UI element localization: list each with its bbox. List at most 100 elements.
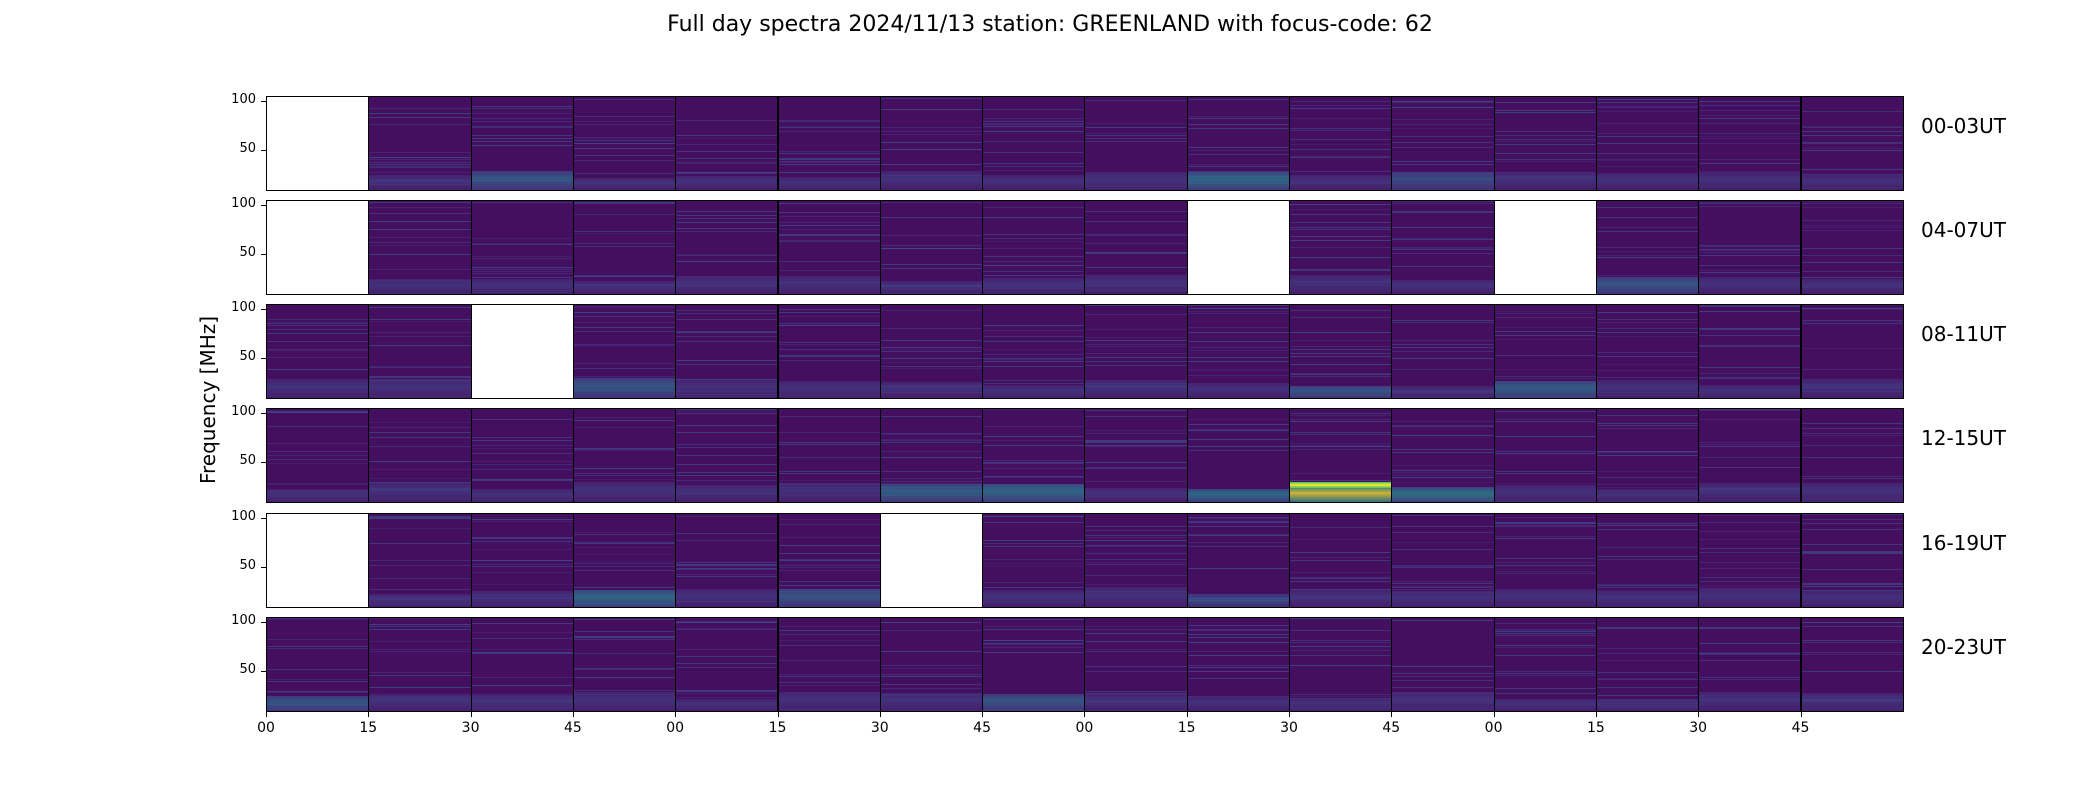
spectrum-streak: [676, 162, 778, 163]
row-time-label: 20-23UT: [1921, 635, 2006, 659]
spectrum-streak: [1187, 171, 1289, 172]
spectrum-streak: [778, 159, 880, 160]
spectrum-streak: [1801, 131, 1903, 132]
spectrum-streak: [267, 322, 369, 323]
spectrum-streak: [267, 350, 369, 351]
spectrum-streak: [369, 157, 471, 158]
spectrum-streak: [1596, 525, 1699, 526]
spectrum-streak: [778, 158, 880, 159]
spectrum-streak: [1290, 480, 1392, 481]
low-band-activity: [1085, 487, 1187, 502]
spectrum-streak: [880, 131, 983, 132]
spectrum-panel: [1698, 513, 1802, 608]
spectrum-streak: [1699, 654, 1801, 655]
spectrum-streak: [1290, 349, 1392, 350]
spectrum-streak: [1085, 535, 1187, 536]
spectrum-streak: [983, 238, 1085, 239]
spectrum-streak: [1494, 671, 1596, 672]
spectrum-panel: [1595, 200, 1700, 295]
spectrum-streak: [778, 565, 880, 566]
low-band-activity: [983, 278, 1085, 294]
spectrum-panel: [982, 200, 1086, 295]
spectrum-streak: [676, 472, 778, 473]
spectrum-streak: [1596, 660, 1699, 661]
spectrum-streak: [778, 316, 880, 317]
spectrum-streak: [1699, 171, 1801, 172]
spectrum-streak: [1801, 553, 1903, 554]
spectrum-streak: [676, 464, 778, 465]
spectrum-streak: [676, 228, 778, 229]
spectrum-streak: [778, 216, 880, 217]
spectrum-streak: [778, 645, 880, 646]
spectrum-streak: [1392, 566, 1494, 567]
spectrum-streak: [1596, 319, 1699, 320]
spectrum-streak: [1699, 311, 1801, 312]
spectrum-panel: [675, 408, 779, 503]
spectrum-streak: [1392, 425, 1494, 426]
spectrum-streak: [1494, 335, 1596, 336]
spectrum-streak: [369, 242, 471, 243]
spectrum-streak: [778, 432, 880, 433]
spectrum-streak: [369, 117, 471, 118]
spectrum-streak: [1494, 436, 1596, 437]
spectrum-panel: [982, 304, 1086, 399]
spectrum-streak: [1494, 693, 1596, 694]
y-tick-label: 50: [239, 661, 256, 677]
low-band-activity: [1494, 589, 1596, 607]
spectrum-streak: [676, 569, 778, 570]
spectrum-panel: [1595, 96, 1700, 191]
spectrum-streak: [471, 271, 573, 272]
spectrum-streak: [1392, 136, 1494, 137]
spectrum-streak: [573, 677, 676, 678]
spectrum-panel: [470, 96, 574, 191]
spectrum-streak: [1596, 328, 1699, 329]
spectrum-streak: [676, 215, 778, 216]
spectrum-streak: [1494, 655, 1596, 656]
spectrum-streak: [1494, 355, 1596, 356]
spectrum-streak: [1290, 432, 1392, 433]
low-band-activity: [1801, 692, 1903, 711]
spectrum-streak: [1085, 545, 1187, 546]
spectrum-streak: [676, 255, 778, 256]
spectrum-panel: [777, 513, 881, 608]
spectrum-streak: [1699, 270, 1801, 271]
low-band-activity: [778, 692, 880, 711]
spectrum-streak: [1392, 211, 1494, 212]
spectrum-streak: [1392, 107, 1494, 108]
spectrum-streak: [1290, 269, 1392, 270]
spectrum-streak: [1392, 351, 1494, 352]
spectrum-streak: [1801, 169, 1903, 170]
spectrum-panel: [1084, 96, 1188, 191]
spectrum-streak: [778, 229, 880, 230]
spectrum-streak: [676, 120, 778, 121]
spectrum-streak: [573, 344, 676, 345]
spectrum-streak: [1699, 378, 1801, 379]
spectrum-streak: [1290, 642, 1392, 643]
spectrum-streak: [1187, 667, 1289, 668]
low-band-activity: [983, 589, 1085, 607]
spectrum-streak: [1085, 340, 1187, 341]
spectrum-streak: [778, 164, 880, 165]
spectrum-streak: [778, 153, 880, 154]
low-band-activity: [1187, 172, 1289, 190]
y-tick-mark: [261, 204, 266, 206]
spectrum-streak: [1085, 235, 1187, 236]
spectrum-streak: [1290, 665, 1392, 666]
spectrum-streak: [778, 640, 880, 641]
spectrum-streak: [880, 351, 983, 352]
spectrum-streak: [1494, 562, 1596, 563]
spectrum-streak: [778, 222, 880, 223]
spectrum-streak: [676, 231, 778, 232]
spectrum-streak: [1597, 607, 1698, 608]
spectrum-streak: [778, 676, 880, 677]
spectrum-streak: [1494, 411, 1596, 412]
low-band-activity: [1290, 697, 1392, 711]
spectrum-streak: [471, 437, 573, 438]
spectrum-streak: [1392, 470, 1494, 471]
spectrum-streak: [1085, 641, 1187, 642]
spectrum-streak: [1494, 159, 1596, 160]
spectrum-streak: [1392, 124, 1494, 125]
spectrum-streak: [1392, 666, 1494, 667]
spectrum-streak: [1187, 311, 1289, 312]
spectra-row: [266, 617, 1904, 712]
